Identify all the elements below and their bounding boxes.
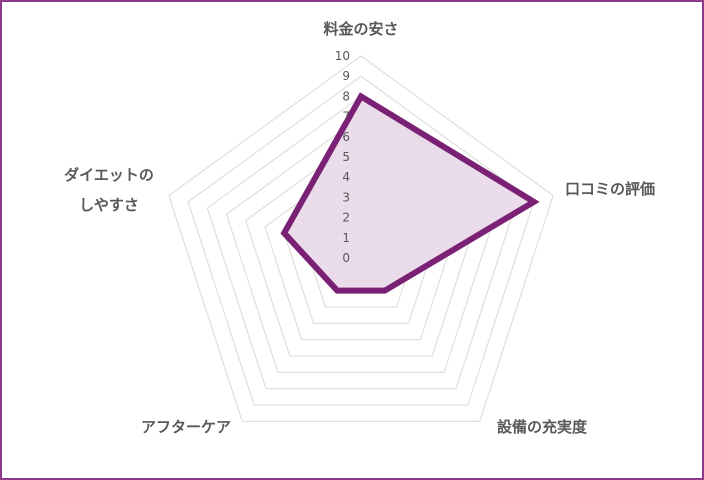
category-label-4: ダイエットの <box>64 166 154 184</box>
data-point-2 <box>384 290 386 292</box>
tick-label-1: 1 <box>342 231 350 245</box>
data-point-3 <box>336 290 338 292</box>
grid-ring-10 <box>168 55 554 422</box>
category-label-2: 設備の充実度 <box>497 418 588 436</box>
data-point-4 <box>283 232 285 234</box>
category-label-0: 料金の安さ <box>323 20 398 38</box>
data-series-polygon <box>280 92 540 294</box>
tick-label-7: 7 <box>342 110 350 124</box>
tick-label-10: 10 <box>335 49 350 63</box>
tick-label-3: 3 <box>342 190 350 204</box>
category-label-1: 口コミの評価 <box>565 180 655 198</box>
tick-label-9: 9 <box>342 69 350 83</box>
tick-label-2: 2 <box>342 211 350 225</box>
tick-label-8: 8 <box>342 89 350 103</box>
category-label-3: アフターケア <box>141 418 231 436</box>
category-label-4: しやすさ <box>79 196 139 214</box>
data-point-0 <box>360 95 362 97</box>
data-point-1 <box>533 201 535 203</box>
tick-label-5: 5 <box>342 150 350 164</box>
tick-label-4: 4 <box>342 170 350 184</box>
tick-label-6: 6 <box>342 130 350 144</box>
tick-label-0: 0 <box>342 251 350 265</box>
